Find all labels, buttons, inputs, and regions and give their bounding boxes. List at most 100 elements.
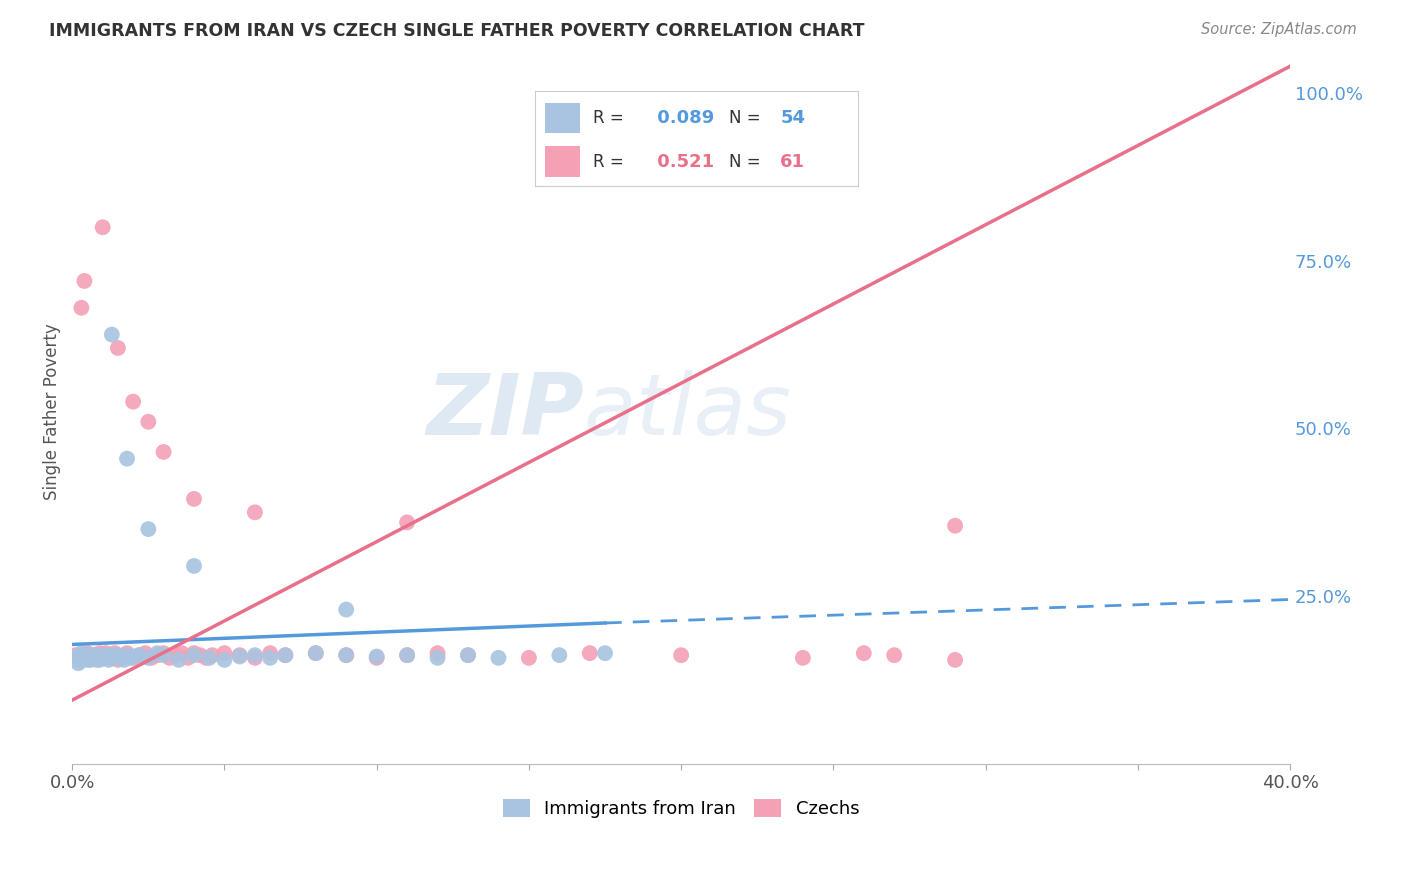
Point xyxy=(138,415,160,429)
Point xyxy=(259,651,281,665)
Point xyxy=(107,341,129,355)
Point xyxy=(426,646,449,660)
Point xyxy=(243,648,266,662)
Point xyxy=(366,649,388,664)
Point xyxy=(214,653,236,667)
Point xyxy=(201,648,224,662)
Point xyxy=(76,648,98,662)
Point xyxy=(146,646,169,660)
Point xyxy=(101,648,124,662)
Point xyxy=(335,648,357,662)
Point xyxy=(86,648,108,662)
Point xyxy=(122,651,145,665)
Point xyxy=(883,648,905,662)
Point xyxy=(335,602,357,616)
Point xyxy=(517,651,540,665)
Point xyxy=(112,653,135,667)
Point xyxy=(122,649,145,664)
Point xyxy=(243,505,266,519)
Point xyxy=(488,651,510,665)
Point xyxy=(669,648,692,662)
Point xyxy=(70,648,93,662)
Point xyxy=(107,648,129,662)
Point xyxy=(426,651,449,665)
Point xyxy=(115,646,138,660)
Point xyxy=(122,394,145,409)
Point xyxy=(89,651,111,665)
Point xyxy=(70,646,93,660)
Point xyxy=(159,651,181,665)
Point xyxy=(228,648,250,662)
Point xyxy=(243,651,266,665)
Point xyxy=(86,653,108,667)
Point xyxy=(112,648,135,662)
Point xyxy=(73,649,96,664)
Point xyxy=(89,646,111,660)
Text: atlas: atlas xyxy=(583,370,792,453)
Point xyxy=(104,646,127,660)
Point xyxy=(548,648,571,662)
Point xyxy=(89,653,111,667)
Point xyxy=(73,651,96,665)
Legend: Immigrants from Iran, Czechs: Immigrants from Iran, Czechs xyxy=(496,791,866,825)
Point xyxy=(65,653,87,667)
Point xyxy=(366,651,388,665)
Point xyxy=(457,648,479,662)
Point xyxy=(83,648,105,662)
Point xyxy=(396,648,419,662)
Point xyxy=(128,648,150,662)
Point xyxy=(195,651,218,665)
Point xyxy=(76,653,98,667)
Point xyxy=(305,646,328,660)
Point xyxy=(335,648,357,662)
Point xyxy=(165,648,187,662)
Text: Source: ZipAtlas.com: Source: ZipAtlas.com xyxy=(1201,22,1357,37)
Point xyxy=(259,646,281,660)
Point xyxy=(274,648,297,662)
Point xyxy=(128,648,150,662)
Point xyxy=(305,646,328,660)
Point xyxy=(110,651,132,665)
Point xyxy=(152,646,174,660)
Point xyxy=(79,653,101,667)
Point xyxy=(152,445,174,459)
Point xyxy=(91,648,114,662)
Point xyxy=(110,651,132,665)
Point xyxy=(94,646,117,660)
Point xyxy=(183,558,205,573)
Point xyxy=(120,651,142,665)
Text: IMMIGRANTS FROM IRAN VS CZECH SINGLE FATHER POVERTY CORRELATION CHART: IMMIGRANTS FROM IRAN VS CZECH SINGLE FAT… xyxy=(49,22,865,40)
Point xyxy=(97,653,120,667)
Point xyxy=(177,651,200,665)
Point xyxy=(79,651,101,665)
Point xyxy=(67,651,90,665)
Point xyxy=(138,651,160,665)
Point xyxy=(141,651,163,665)
Point xyxy=(852,646,875,660)
Text: ZIP: ZIP xyxy=(426,370,583,453)
Point xyxy=(67,657,90,671)
Point xyxy=(792,651,814,665)
Point xyxy=(101,648,124,662)
Point xyxy=(138,522,160,536)
Point xyxy=(73,274,96,288)
Point xyxy=(198,651,221,665)
Point xyxy=(70,653,93,667)
Point xyxy=(91,220,114,235)
Point xyxy=(183,646,205,660)
Point xyxy=(396,648,419,662)
Point xyxy=(115,451,138,466)
Point xyxy=(94,648,117,662)
Point xyxy=(188,648,211,662)
Point xyxy=(70,301,93,315)
Point xyxy=(79,649,101,664)
Point xyxy=(97,649,120,664)
Point xyxy=(183,491,205,506)
Point xyxy=(76,646,98,660)
Point xyxy=(107,653,129,667)
Point xyxy=(943,518,966,533)
Point xyxy=(65,648,87,662)
Point xyxy=(134,646,156,660)
Point xyxy=(170,646,193,660)
Point xyxy=(146,648,169,662)
